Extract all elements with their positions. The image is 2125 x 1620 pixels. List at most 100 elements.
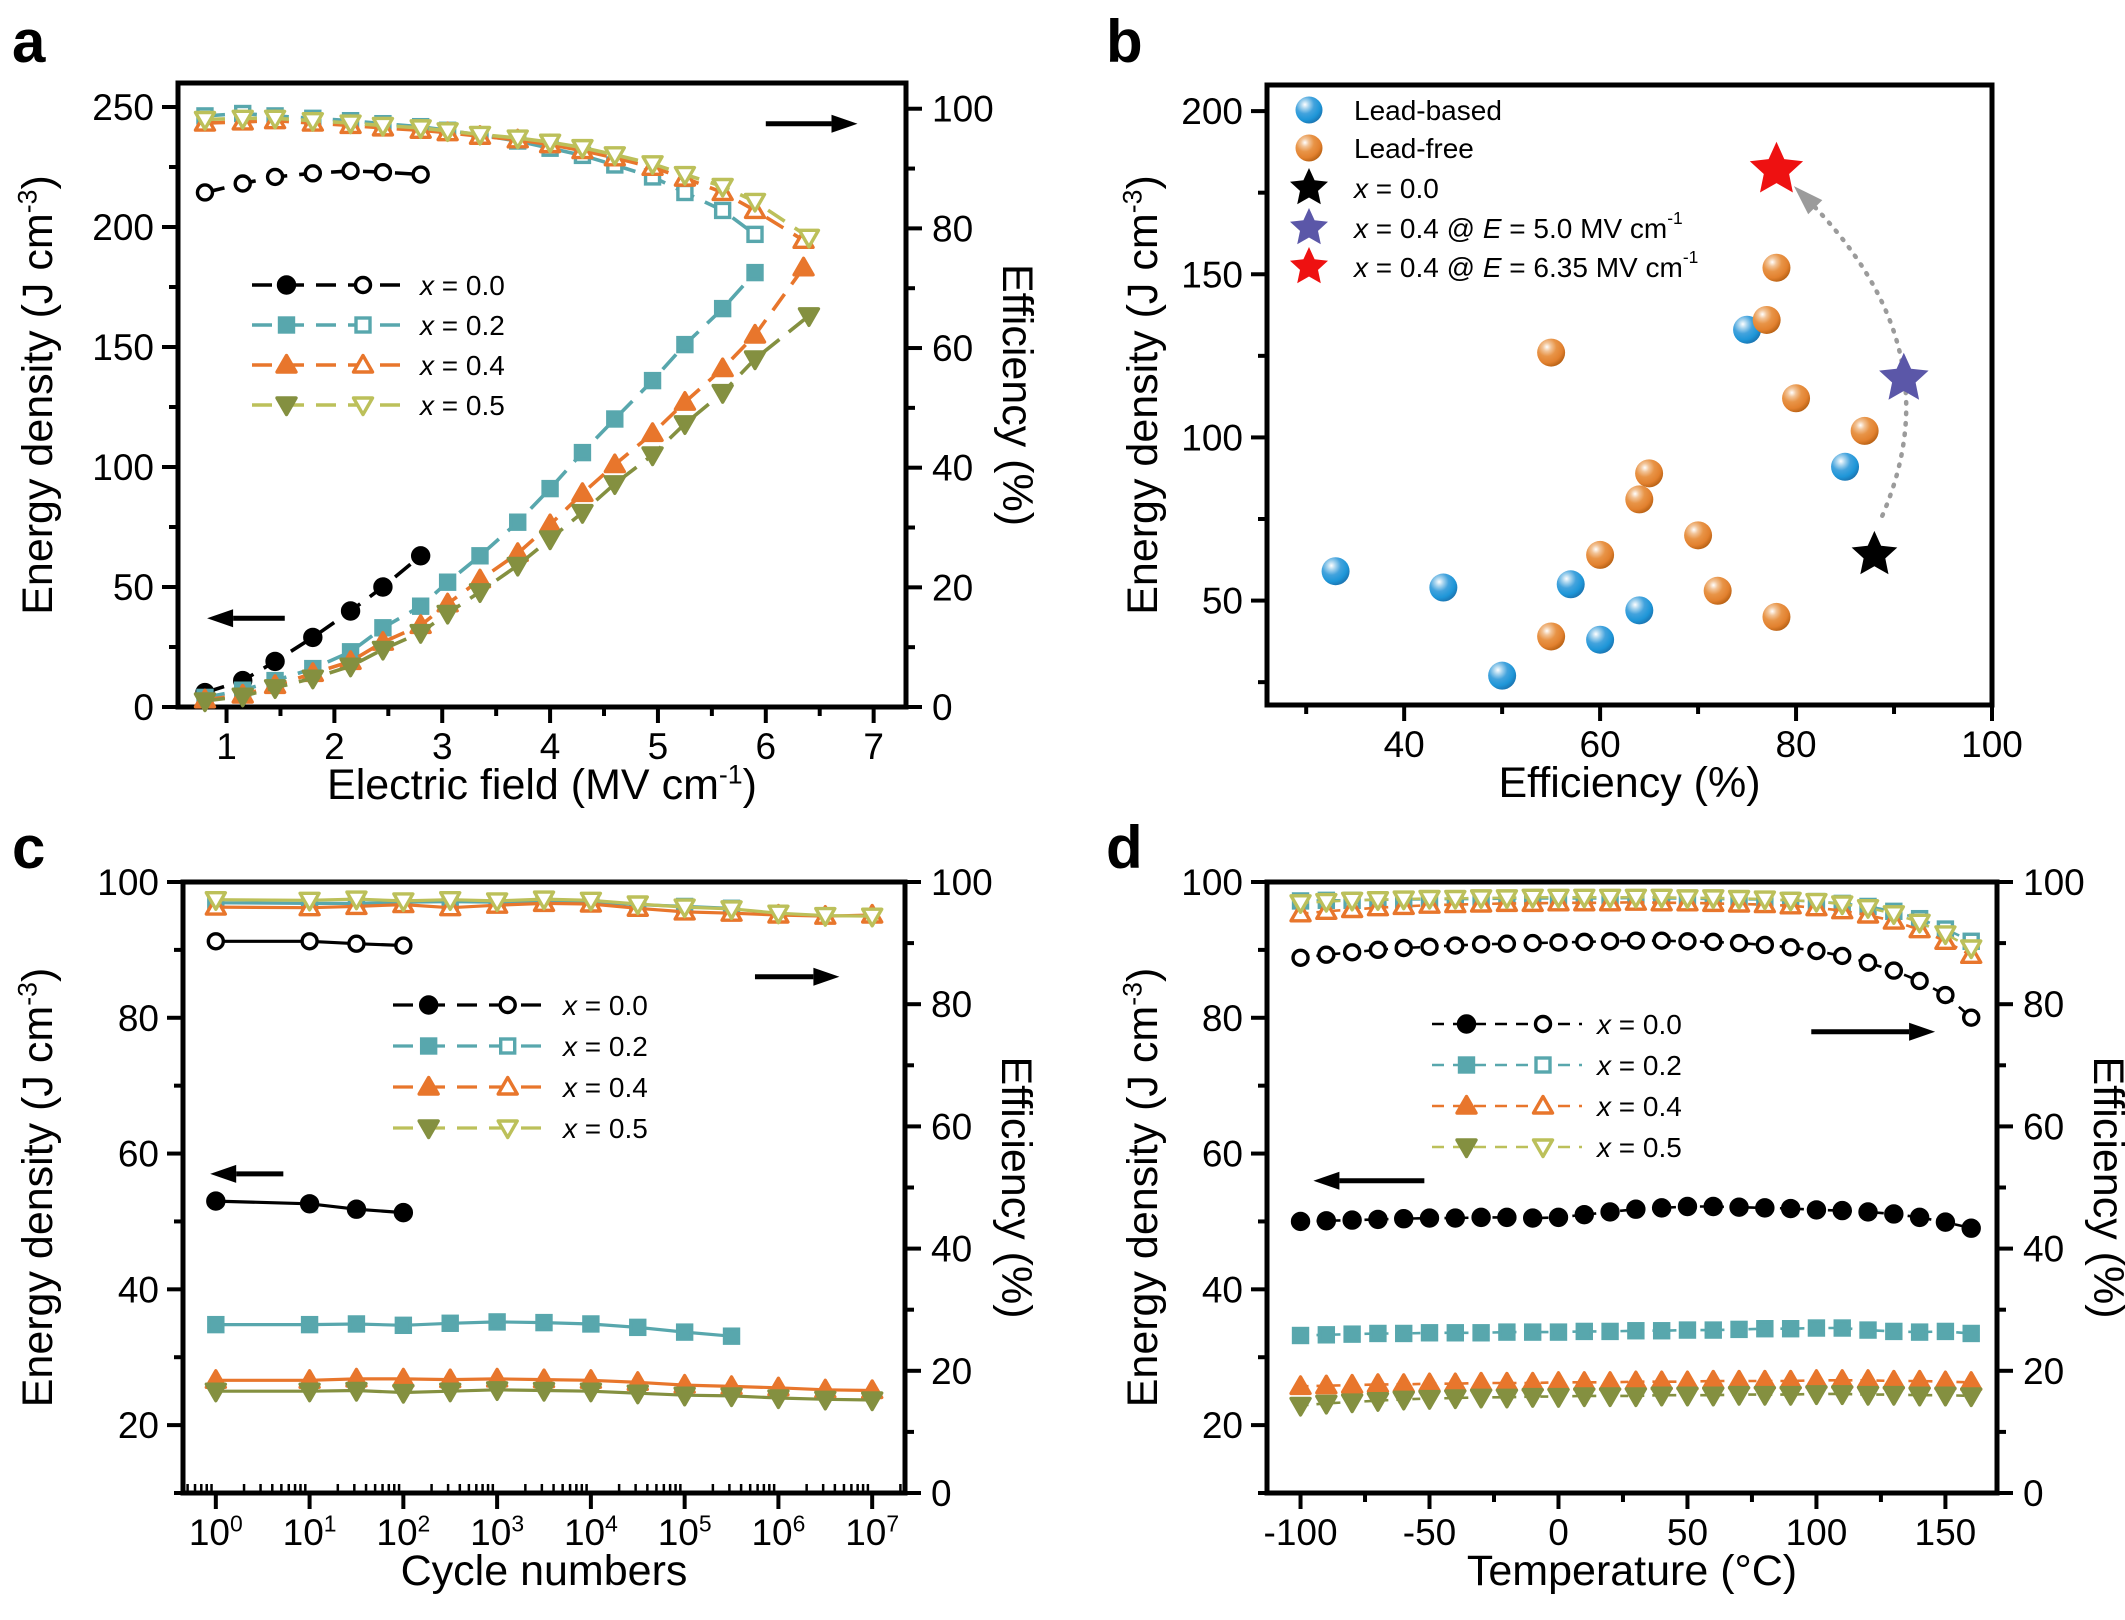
- data-point-energy: [643, 371, 662, 390]
- legend-label: x = 0.4: [1595, 1091, 1682, 1122]
- data-point-efficiency: [1626, 931, 1646, 950]
- data-point-energy: [1780, 1198, 1801, 1219]
- x-tick-label: 107: [845, 1511, 899, 1553]
- lead-free-point: [1635, 459, 1664, 488]
- data-point-energy: [641, 446, 664, 467]
- data-point-efficiency: [767, 904, 790, 925]
- data-point-energy: [438, 573, 457, 591]
- data-point-efficiency: [711, 177, 734, 198]
- legend-marker-filled: [419, 1037, 438, 1055]
- x-tick-label: 40: [1384, 724, 1425, 765]
- data-point-energy: [1651, 1198, 1672, 1218]
- data-point-energy: [1472, 1324, 1490, 1342]
- data-point-efficiency: [743, 192, 767, 213]
- axes: 100 101 102 103 104 105 106 107 20 40 60 80 100 0 20 40…: [97, 862, 992, 1554]
- data-point-efficiency: [1652, 931, 1671, 950]
- data-point-energy: [231, 687, 254, 708]
- data-point-energy: [1469, 1371, 1493, 1392]
- data-point-energy: [1498, 1323, 1516, 1341]
- x-axis-title: Electric field (MV cm-1): [327, 760, 757, 810]
- series-x=0.5-efficiency: [193, 109, 821, 249]
- lead-based-point: [1625, 596, 1654, 625]
- star-point: [1749, 141, 1804, 193]
- data-point-energy: [641, 422, 664, 443]
- panel-b-chart: 40 60 80 100 50 100 150 200 Efficiency (%) Energy…: [1106, 8, 2023, 807]
- legend-label: x = 0.2: [418, 310, 505, 341]
- legend-marker-filled: [275, 353, 298, 374]
- data-point-energy: [409, 623, 432, 644]
- data-point-energy: [626, 1384, 649, 1405]
- x-tick-label: 60: [1580, 724, 1621, 765]
- lead-free-points: [1537, 253, 1879, 651]
- series-x=0.2-energy: [1291, 1319, 1980, 1345]
- lead-based-point: [1429, 573, 1458, 602]
- x-axis-title: Efficiency (%): [1498, 759, 1760, 807]
- data-point-efficiency: [195, 183, 215, 202]
- series-x=0.5-efficiency: [1289, 888, 1983, 960]
- legend-marker-filled: [1456, 1014, 1477, 1034]
- y-left-tick-label: 150: [92, 327, 154, 368]
- data-point-energy: [1366, 1373, 1390, 1394]
- data-point-energy: [1652, 1322, 1671, 1340]
- data-point-energy: [673, 1386, 696, 1407]
- x-tick-label: 80: [1775, 724, 1816, 765]
- y-right-tick-label: 100: [931, 862, 993, 903]
- data-point-efficiency: [1858, 953, 1878, 972]
- data-point-energy: [814, 1390, 837, 1411]
- data-point-efficiency: [1833, 946, 1852, 966]
- data-point-energy: [1703, 1196, 1723, 1217]
- data-point-efficiency: [301, 111, 325, 132]
- legend-marker-open: [351, 353, 375, 374]
- legend-label: x = 0.4 @ E = 5.0 MV cm-1: [1352, 208, 1683, 244]
- data-point-energy: [573, 443, 592, 462]
- data-point-efficiency: [1420, 937, 1439, 956]
- legend-marker-open: [353, 275, 373, 295]
- data-point-energy: [1601, 1322, 1619, 1341]
- data-point-efficiency: [1418, 889, 1441, 910]
- data-point-energy: [394, 1316, 413, 1335]
- data-point-energy: [711, 357, 734, 378]
- x-tick-label: 104: [564, 1511, 618, 1553]
- y-left-tick-label: 0: [133, 687, 154, 728]
- data-point-energy: [1676, 1370, 1699, 1391]
- legend: x = 0.0 x = 0.2 x = 0.4 x = 0.5: [252, 270, 505, 421]
- data-point-efficiency: [720, 900, 743, 921]
- data-point-efficiency: [345, 890, 368, 911]
- legend-marker-open: [499, 1037, 517, 1055]
- data-point-energy: [1934, 1370, 1957, 1391]
- data-point-energy: [1497, 1207, 1517, 1228]
- data-point-efficiency: [1678, 932, 1697, 951]
- data-point-efficiency: [206, 932, 226, 951]
- data-point-efficiency: [1908, 913, 1931, 934]
- data-point-energy: [1444, 1389, 1467, 1410]
- data-point-energy: [299, 1194, 320, 1214]
- data-point-energy: [1289, 1396, 1312, 1417]
- data-point-energy: [1547, 1387, 1570, 1408]
- data-point-energy: [1833, 1319, 1851, 1337]
- data-point-efficiency: [1936, 985, 1955, 1005]
- data-point-energy: [393, 1202, 414, 1223]
- data-point-efficiency: [713, 201, 732, 220]
- data-point-energy: [1832, 1200, 1852, 1221]
- data-point-energy: [1626, 1199, 1646, 1219]
- y-left-axis-title: Energy density (J cm-3): [1118, 968, 1168, 1408]
- x-tick-label: 6: [756, 726, 777, 767]
- data-point-energy: [1730, 1320, 1748, 1339]
- data-point-efficiency: [1547, 888, 1570, 909]
- lead-based-point: [1831, 452, 1860, 481]
- data-point-energy: [509, 513, 527, 531]
- data-point-energy: [1962, 1324, 1980, 1343]
- data-point-efficiency: [1624, 888, 1648, 909]
- legend-label: x = 0.5: [418, 390, 505, 421]
- x-tick-label: 105: [658, 1511, 712, 1553]
- axes: 40 60 80 100 50 100 150 200: [1181, 82, 2023, 765]
- legend-marker-open: [498, 995, 517, 1015]
- data-point-efficiency: [1755, 935, 1775, 955]
- data-point-energy: [797, 307, 821, 327]
- data-point-energy: [1935, 1212, 1956, 1232]
- data-point-energy: [1395, 1324, 1413, 1343]
- lead-based-point: [1556, 570, 1585, 599]
- data-point-energy: [673, 415, 697, 435]
- right-axis-arrow: [754, 967, 840, 986]
